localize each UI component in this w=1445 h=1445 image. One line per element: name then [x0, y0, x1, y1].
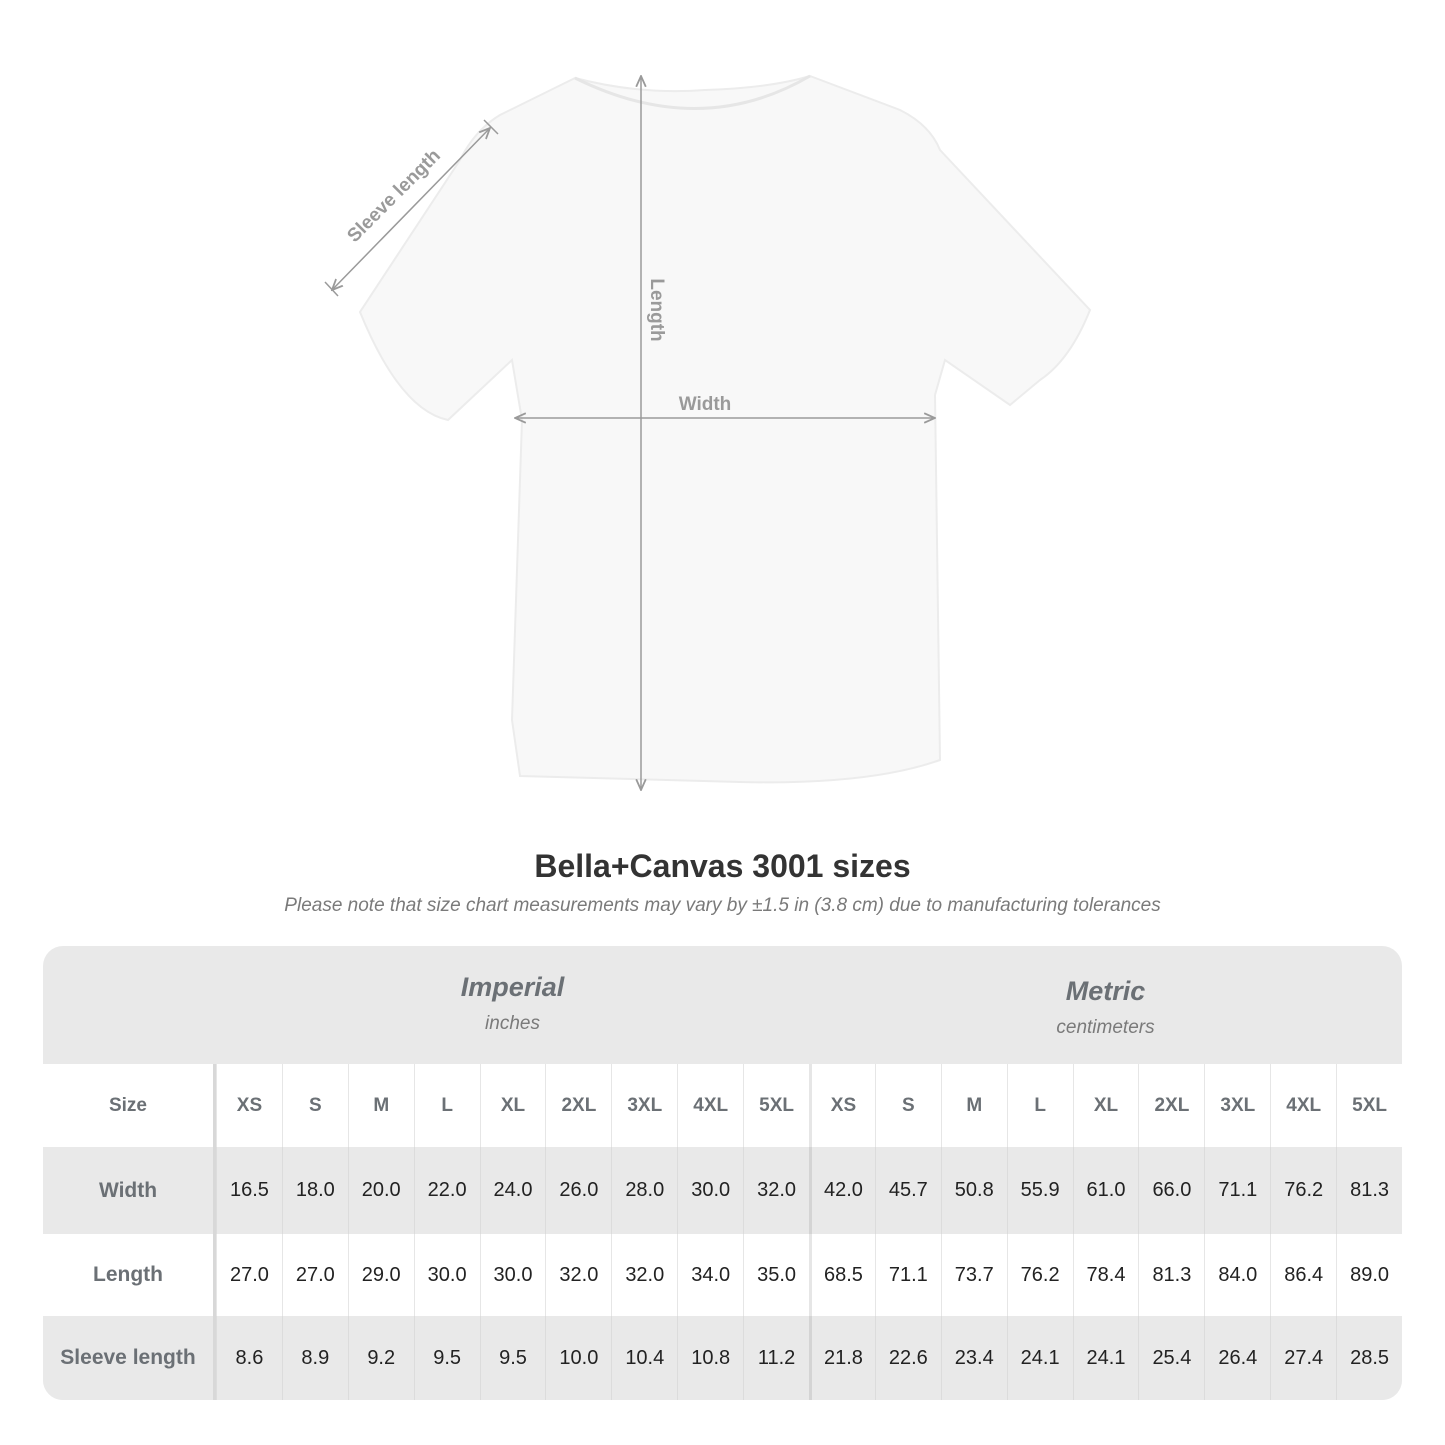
table-cell: 68.5 [809, 1234, 875, 1316]
tshirt-diagram: Sleeve length Length Width [324, 74, 1092, 830]
table-cell: 9.2 [347, 1316, 414, 1400]
table-cell: 23.4 [940, 1316, 1007, 1400]
table-cell: 76.2 [1006, 1234, 1073, 1316]
imperial-title: Imperial [460, 972, 565, 1002]
table-cell: 25.4 [1138, 1316, 1204, 1400]
table-cell: 78.4 [1072, 1234, 1139, 1316]
size-header-cell: 4XL [1270, 1064, 1336, 1147]
table-cell: 29.0 [347, 1234, 414, 1316]
table-row-sleeve-length: Sleeve length 8.6 8.9 9.2 9.5 9.5 10.0 10.4 10.8… [43, 1316, 1402, 1400]
length-label: Length [646, 278, 667, 341]
table-cell: 50.8 [940, 1147, 1007, 1234]
table-cell: 34.0 [677, 1234, 743, 1316]
metric-header: Metric centimeters [809, 950, 1402, 1068]
table-cell: 9.5 [479, 1316, 546, 1400]
size-header-cell: XS [216, 1064, 282, 1147]
table-cell: 32.0 [743, 1147, 809, 1234]
table-cell: 81.3 [1138, 1234, 1204, 1316]
size-header-cell: 2XL [1138, 1064, 1204, 1147]
size-header-cell: 5XL [743, 1064, 809, 1147]
table-cell: 28.0 [611, 1147, 677, 1234]
size-label: Size [43, 1064, 216, 1147]
size-header-cell: XS [809, 1064, 875, 1147]
metric-title: Metric [1065, 976, 1146, 1006]
size-header-cell: 5XL [1336, 1064, 1402, 1147]
table-cell: 73.7 [940, 1234, 1007, 1316]
table-cell: 8.6 [216, 1316, 282, 1400]
size-table: Imperial inches Metric centimeters Size X… [43, 946, 1402, 1400]
table-cell: 26.0 [545, 1147, 611, 1234]
row-label: Length [43, 1234, 216, 1316]
table-cell: 76.2 [1270, 1147, 1336, 1234]
size-header-cell: 3XL [611, 1064, 677, 1147]
size-header-cell: 2XL [545, 1064, 611, 1147]
table-cell: 45.7 [874, 1147, 941, 1234]
width-label: Width [679, 394, 732, 415]
table-cell: 26.4 [1204, 1316, 1270, 1400]
table-cell: 61.0 [1072, 1147, 1139, 1234]
table-cell: 27.0 [216, 1234, 282, 1316]
table-cell: 30.0 [413, 1234, 480, 1316]
table-cell: 27.4 [1270, 1316, 1336, 1400]
table-cell: 9.5 [413, 1316, 480, 1400]
size-header-cell: M [347, 1064, 414, 1147]
table-cell: 35.0 [743, 1234, 809, 1316]
table-cell: 11.2 [743, 1316, 809, 1400]
metric-unit: centimeters [1056, 1017, 1155, 1038]
table-cell: 27.0 [281, 1234, 348, 1316]
table-cell: 66.0 [1138, 1147, 1204, 1234]
table-cell: 30.0 [677, 1147, 743, 1234]
table-cell: 32.0 [611, 1234, 677, 1316]
size-header-cell: 4XL [677, 1064, 743, 1147]
size-header-row: Size XS S M L XL 2XL 3XL 4XL 5XL XS S M L XL 2XL 3XL 4XL 5… [43, 1064, 1402, 1147]
table-cell: 24.0 [479, 1147, 546, 1234]
table-cell: 10.4 [611, 1316, 677, 1400]
table-cell: 10.0 [545, 1316, 611, 1400]
table-cell: 42.0 [809, 1147, 875, 1234]
size-header-cell: L [1006, 1064, 1073, 1147]
size-header-cell: M [940, 1064, 1007, 1147]
table-cell: 20.0 [347, 1147, 414, 1234]
table-cell: 71.1 [1204, 1147, 1270, 1234]
table-cell: 30.0 [479, 1234, 546, 1316]
imperial-header: Imperial inches [216, 946, 809, 1064]
size-header-cell: XL [1072, 1064, 1139, 1147]
table-cell: 16.5 [216, 1147, 282, 1234]
table-cell: 71.1 [874, 1234, 941, 1316]
tshirt-body [358, 74, 1092, 784]
row-label: Width [43, 1147, 216, 1234]
table-cell: 28.5 [1336, 1316, 1402, 1400]
table-cell: 21.8 [809, 1316, 875, 1400]
table-cell: 22.0 [413, 1147, 480, 1234]
sleeve-length-line [332, 128, 490, 290]
table-cell: 24.1 [1006, 1316, 1073, 1400]
table-cell: 10.8 [677, 1316, 743, 1400]
table-cell: 84.0 [1204, 1234, 1270, 1316]
size-header-cell: L [413, 1064, 480, 1147]
table-cell: 89.0 [1336, 1234, 1402, 1316]
table-cell: 22.6 [874, 1316, 941, 1400]
size-header-cell: XL [479, 1064, 546, 1147]
table-cell: 24.1 [1072, 1316, 1139, 1400]
row-label: Sleeve length [43, 1316, 216, 1400]
size-header-cell: S [281, 1064, 348, 1147]
table-cell: 8.9 [281, 1316, 348, 1400]
size-header-cell: 3XL [1204, 1064, 1270, 1147]
size-header-cell: S [874, 1064, 941, 1147]
table-cell: 55.9 [1006, 1147, 1073, 1234]
table-row-length: Length 27.0 27.0 29.0 30.0 30.0 32.0 32.0 34.0 35… [43, 1234, 1402, 1316]
imperial-unit: inches [485, 1013, 540, 1034]
chart-subtitle: Please note that size chart measurements… [284, 895, 1161, 916]
chart-title: Bella+Canvas 3001 sizes [534, 848, 911, 884]
table-cell: 86.4 [1270, 1234, 1336, 1316]
table-cell: 81.3 [1336, 1147, 1402, 1234]
table-cell: 18.0 [281, 1147, 348, 1234]
table-row-width: Width 16.5 18.0 20.0 22.0 24.0 26.0 28.0 30.0 32.… [43, 1147, 1402, 1234]
table-cell: 32.0 [545, 1234, 611, 1316]
